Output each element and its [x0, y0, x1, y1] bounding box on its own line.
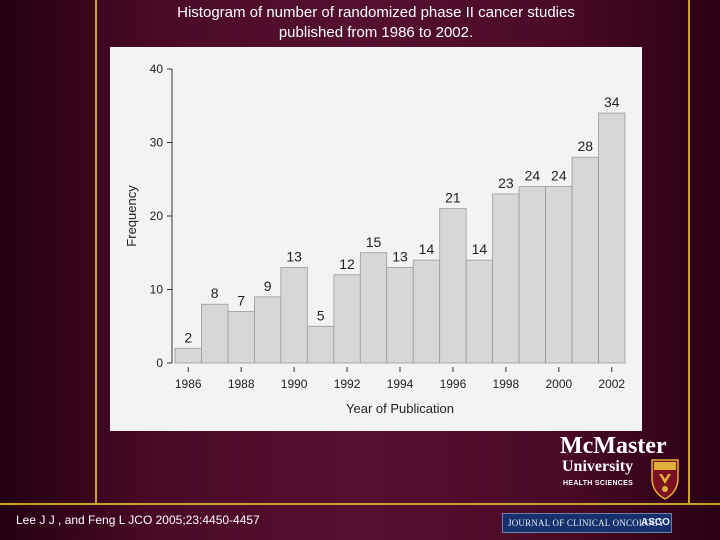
data-label-2000: 24 — [551, 168, 567, 184]
slide-title-line-2: published from 1986 to 2002. — [278, 24, 474, 41]
data-label-1995: 14 — [419, 241, 435, 257]
bar-1999 — [518, 186, 546, 364]
chart-panel: 2 8 7 9 13 5 12 15 13 14 21 14 23 24 24 28 34 0 10 20 30 40 1… — [110, 47, 642, 431]
bar-2000 — [545, 186, 573, 364]
x-tick-label: 1988 — [228, 377, 255, 391]
asco-badge: ASCO — [641, 517, 670, 528]
x-tick-label: 1990 — [281, 377, 308, 391]
journal-banner: JOURNAL OF CLINICAL ONCOLOGY ASCO — [502, 513, 672, 533]
data-label-1986: 2 — [184, 329, 192, 345]
data-label-1993: 15 — [366, 234, 382, 250]
bar-1994 — [386, 267, 414, 364]
mcmaster-logo: McMaster University HEALTH SCIENCES — [560, 433, 688, 501]
bar-1986 — [174, 347, 202, 364]
bar-1996 — [439, 208, 467, 364]
x-tick-label: 1992 — [334, 377, 361, 391]
slide-title-line-1: Histogram of number of randomized phase … — [177, 4, 575, 21]
data-label-2002: 34 — [604, 94, 620, 110]
x-tick-label: 1996 — [440, 377, 467, 391]
logo-subtitle: University — [562, 458, 634, 475]
x-tick-label: 2000 — [545, 377, 572, 391]
x-tick-label: 1994 — [387, 377, 414, 391]
data-label-1997: 14 — [472, 241, 488, 257]
x-tick-label: 1986 — [175, 377, 202, 391]
university-crest-icon — [651, 459, 679, 500]
bar-1997 — [465, 259, 494, 364]
data-label-1990: 13 — [286, 248, 302, 264]
bar-1991 — [306, 325, 335, 364]
data-label-1998: 23 — [498, 175, 514, 191]
accent-line-left — [95, 0, 97, 503]
bar-2002 — [598, 112, 626, 364]
data-label-1987: 8 — [211, 285, 219, 301]
bar-1989 — [254, 296, 282, 364]
y-tick-label: 20 — [150, 209, 164, 223]
accent-line-bottom — [0, 503, 720, 505]
data-label-1991: 5 — [317, 307, 325, 323]
logo-name: McMaster — [560, 433, 667, 459]
x-tick-label: 2002 — [598, 377, 625, 391]
slide-title: Histogram of number of randomized phase … — [100, 3, 652, 43]
y-tick-label: 40 — [150, 62, 164, 76]
y-tick-label: 0 — [156, 356, 163, 370]
bar-1992 — [333, 274, 361, 364]
bar-1993 — [359, 252, 388, 364]
bar-1995 — [412, 259, 441, 364]
bar-2001 — [571, 156, 599, 364]
bar-1987 — [201, 303, 229, 364]
y-tick-label: 30 — [150, 136, 164, 150]
data-label-1999: 24 — [525, 168, 541, 184]
data-label-1989: 9 — [264, 278, 272, 294]
y-axis-title: Frequency — [124, 185, 139, 247]
bar-1998 — [492, 193, 520, 364]
journal-name: JOURNAL OF CLINICAL ONCOLOGY — [508, 518, 665, 528]
citation-text: Lee J J , and Feng L JCO 2005;23:4450-44… — [16, 513, 260, 527]
data-label-1992: 12 — [339, 256, 355, 272]
x-axis-title: Year of Publication — [346, 401, 454, 416]
y-tick-label: 10 — [150, 283, 164, 297]
bar-1988 — [227, 311, 255, 364]
data-label-1994: 13 — [392, 248, 408, 264]
accent-line-right — [688, 0, 690, 503]
x-tick-label: 1998 — [493, 377, 520, 391]
data-label-1988: 7 — [237, 293, 245, 309]
logo-tagline: HEALTH SCIENCES — [563, 480, 634, 487]
data-label-2001: 28 — [578, 138, 594, 154]
bar-1990 — [280, 267, 308, 364]
data-label-1996: 21 — [445, 190, 461, 206]
